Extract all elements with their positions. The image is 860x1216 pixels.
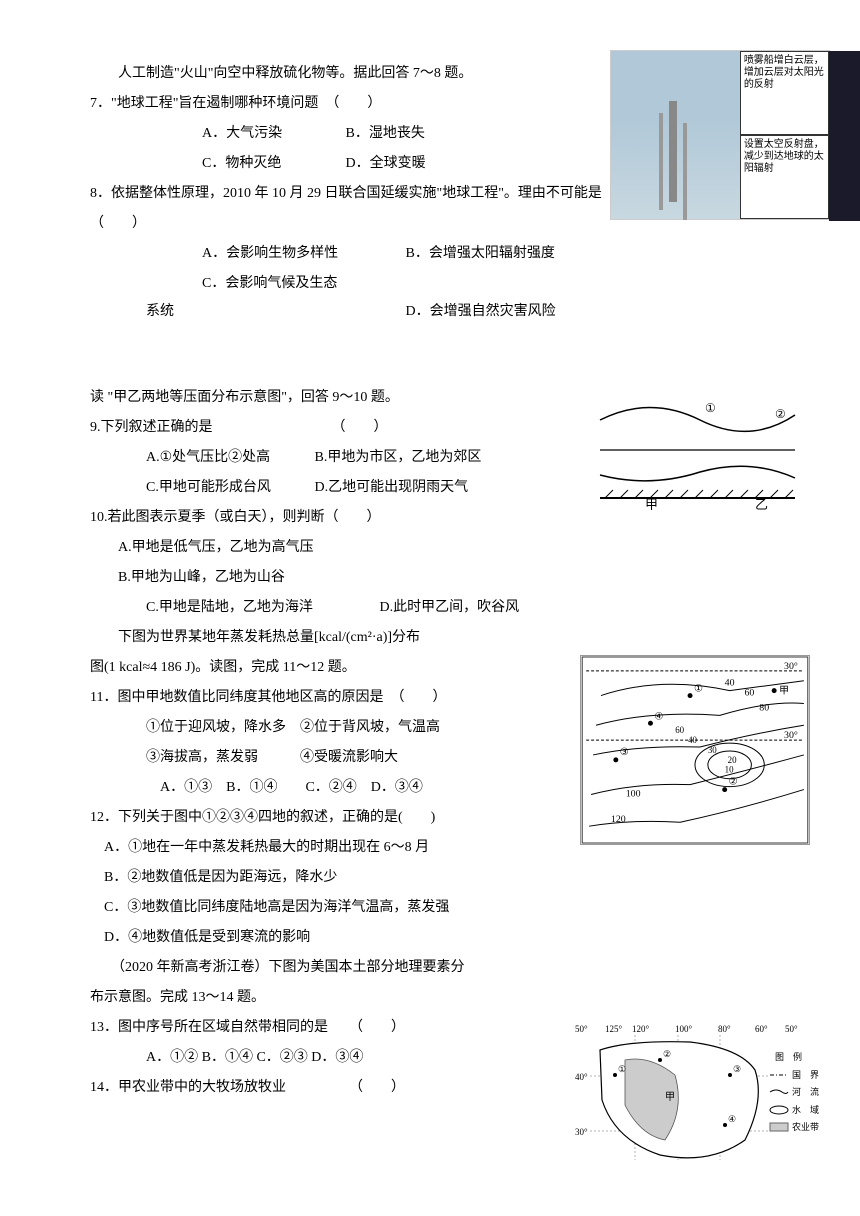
q12-opt-d: D．④地数值低是受到寒流的影响 xyxy=(90,924,790,952)
svg-text:①: ① xyxy=(618,1064,626,1074)
svg-text:60: 60 xyxy=(744,688,754,699)
q10-opt-d: D.此时甲乙间，吹谷风 xyxy=(352,594,520,622)
svg-text:30°: 30° xyxy=(784,730,798,741)
svg-text:100°: 100° xyxy=(675,1024,693,1034)
figure-label-2: 设置太空反射盘，减少到达地球的太阳辐射 xyxy=(740,135,829,219)
svg-text:125°: 125° xyxy=(605,1024,623,1034)
svg-text:国 界: 国 界 xyxy=(792,1070,819,1080)
q12-opt-b: B．②地数值低是因为距海远，降水少 xyxy=(90,864,790,892)
q12-opt-c: C．③地数值比同纬度陆地高是因为海洋气温高，蒸发强 xyxy=(90,894,790,922)
svg-text:80°: 80° xyxy=(718,1024,731,1034)
svg-text:120: 120 xyxy=(611,814,626,825)
q9-opt-d: D.乙地可能出现阴雨天气 xyxy=(287,474,469,502)
svg-text:30°: 30° xyxy=(575,1127,588,1137)
q7-opt-a: A．大气污染 xyxy=(146,120,286,148)
svg-text:水 域: 水 域 xyxy=(792,1104,819,1115)
svg-text:④: ④ xyxy=(728,1114,736,1124)
svg-text:②: ② xyxy=(729,777,738,788)
svg-text:③: ③ xyxy=(620,747,629,758)
svg-text:②: ② xyxy=(663,1049,671,1059)
q7-opt-b: B．湿地丧失 xyxy=(290,120,425,148)
q8-options-row2: C．会影响气候及生态系统 D．会增强自然灾害风险 xyxy=(90,270,790,326)
svg-text:甲: 甲 xyxy=(779,686,789,697)
svg-text:80: 80 xyxy=(759,702,769,713)
intro-13-14b: 布示意图。完成 13～14 题。 xyxy=(90,984,790,1012)
q10-opt-b: B.甲地为山峰，乙地为山谷 xyxy=(90,564,790,592)
pressure-label-jia: 甲 xyxy=(645,497,658,510)
svg-text:40: 40 xyxy=(688,735,697,745)
svg-text:120°: 120° xyxy=(632,1024,650,1034)
q8-opt-c: C．会影响气候及生态系统 xyxy=(146,270,346,326)
q8-opt-d: D．会增强自然灾害风险 xyxy=(350,298,556,326)
svg-text:10: 10 xyxy=(725,765,734,775)
svg-text:40: 40 xyxy=(725,678,735,689)
pressure-label-1: ① xyxy=(705,401,716,415)
page-content: 喷雾船增白云层，增加云层对太阳光的反射 设置太空反射盘，减少到达地球的太阳辐射 … xyxy=(90,60,790,1102)
svg-text:甲: 甲 xyxy=(665,1092,675,1103)
q9-opt-a: A.①处气压比②处高 xyxy=(118,444,283,472)
q7-opt-d: D．全球变暖 xyxy=(290,150,426,178)
figure-label-1: 喷雾船增白云层，增加云层对太阳光的反射 xyxy=(740,51,829,135)
pressure-label-yi: 乙 xyxy=(755,497,768,510)
svg-text:50°: 50° xyxy=(575,1024,588,1034)
q10-row-cd: C.甲地是陆地，乙地为海洋 D.此时甲乙间，吹谷风 xyxy=(90,594,790,622)
svg-text:图 例: 图 例 xyxy=(775,1051,802,1062)
svg-text:60: 60 xyxy=(675,725,684,735)
svg-text:农业带: 农业带 xyxy=(792,1121,819,1132)
svg-text:河 流: 河 流 xyxy=(792,1086,819,1097)
svg-text:60°: 60° xyxy=(755,1024,768,1034)
svg-text:③: ③ xyxy=(733,1064,741,1074)
svg-text:①: ① xyxy=(694,684,703,695)
svg-text:50°: 50° xyxy=(785,1024,798,1034)
svg-text:100: 100 xyxy=(626,789,641,800)
svg-text:30°: 30° xyxy=(784,661,798,672)
figure-us-map: 50° 125° 120° 100° 80° 60° 50° 40° 30° ①… xyxy=(570,1020,820,1180)
q8-opt-a: A．会影响生物多样性 xyxy=(146,240,346,268)
figure-pressure: ① ② 甲 乙 xyxy=(595,390,800,510)
svg-text:④: ④ xyxy=(654,711,663,722)
intro-11-12a: 下图为世界某地年蒸发耗热总量[kcal/(cm²·a)]分布 xyxy=(90,624,790,652)
svg-text:30: 30 xyxy=(708,745,717,755)
intro-13-14a: （2020 年新高考浙江卷）下图为美国本土部分地理要素分 xyxy=(90,954,790,982)
figure-earth-engineering: 喷雾船增白云层，增加云层对太阳光的反射 设置太空反射盘，减少到达地球的太阳辐射 xyxy=(610,50,830,220)
svg-text:20: 20 xyxy=(728,755,737,765)
figure-contour: 30° 30° 120 100 80 60 40 60 40 30 20 10 … xyxy=(580,655,810,845)
q8-opt-b: B．会增强太阳辐射强度 xyxy=(350,240,555,268)
spacer xyxy=(90,328,790,384)
q10-opt-a: A.甲地是低气压，乙地为高气压 xyxy=(90,534,790,562)
pressure-label-2: ② xyxy=(775,407,786,421)
q10-opt-c: C.甲地是陆地，乙地为海洋 xyxy=(118,594,348,622)
space-photo xyxy=(829,51,860,221)
q7-opt-c: C．物种灭绝 xyxy=(146,150,286,178)
q9-opt-c: C.甲地可能形成台风 xyxy=(118,474,283,502)
svg-text:40°: 40° xyxy=(575,1072,588,1082)
spray-ship-photo xyxy=(611,51,740,219)
q9-opt-b: B.甲地为市区，乙地为郊区 xyxy=(287,444,482,472)
q8-options-row1: A．会影响生物多样性 B．会增强太阳辐射强度 xyxy=(90,240,790,268)
